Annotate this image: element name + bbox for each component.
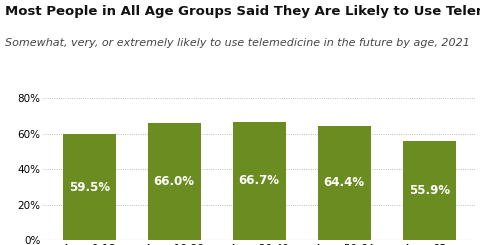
- Bar: [403, 141, 456, 240]
- Bar: [318, 126, 371, 240]
- Text: 66.0%: 66.0%: [154, 175, 195, 188]
- Text: 64.4%: 64.4%: [324, 176, 365, 189]
- Text: 55.9%: 55.9%: [408, 184, 450, 197]
- Text: Somewhat, very, or extremely likely to use telemedicine in the future by age, 20: Somewhat, very, or extremely likely to u…: [5, 38, 469, 48]
- Bar: [233, 122, 286, 240]
- Text: 66.7%: 66.7%: [239, 174, 280, 187]
- Text: 59.5%: 59.5%: [69, 181, 110, 194]
- Bar: [148, 123, 201, 240]
- Bar: [63, 135, 116, 240]
- Text: Most People in All Age Groups Said They Are Likely to Use Telemedicine: Most People in All Age Groups Said They …: [5, 5, 480, 18]
